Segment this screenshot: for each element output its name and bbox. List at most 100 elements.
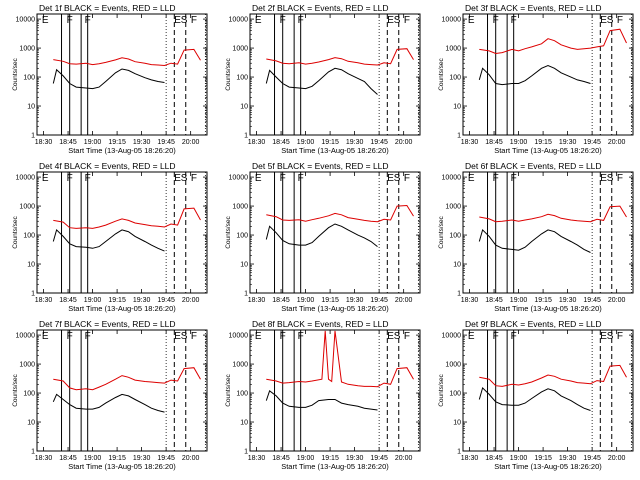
- x-tick-label: 18:45: [485, 297, 503, 304]
- flag-label: E: [174, 173, 181, 184]
- x-tick-label: 19:45: [583, 139, 601, 146]
- x-tick-label: 19:45: [370, 139, 388, 146]
- x-tick-label: 19:30: [559, 297, 577, 304]
- x-tick-label: 18:30: [35, 455, 53, 462]
- y-tick-label: 100: [449, 391, 461, 398]
- flag-label: F: [404, 173, 410, 184]
- y-tick-label: 100: [23, 233, 35, 240]
- x-tick-label: 19:00: [84, 455, 102, 462]
- flag-label: F: [493, 173, 499, 184]
- plot-frame: [249, 329, 421, 452]
- plot-frame: [36, 329, 208, 452]
- lld-series-line: [479, 364, 627, 387]
- flag-label: E: [468, 331, 475, 342]
- panel-9: Det 9f BLACK = Events, RED = LLD 1 10 100 10…: [438, 319, 634, 471]
- flag-label: E: [174, 15, 181, 26]
- x-tick-label: 19:15: [321, 455, 339, 462]
- x-axis-label: Start Time (13-Aug-05 18:26:20): [494, 146, 602, 155]
- flag-label: F: [404, 15, 410, 26]
- y-tick-label: 1000: [19, 362, 35, 369]
- y-tick-label: 10: [240, 420, 248, 427]
- flag-label: S: [181, 331, 188, 342]
- flag-label: F: [67, 331, 73, 342]
- panel-title: Det 2f BLACK = Events, RED = LLD: [252, 3, 389, 13]
- flag-label: F: [298, 331, 304, 342]
- plot-frame: [36, 171, 208, 294]
- flag-label: S: [607, 331, 614, 342]
- x-axis-label: Start Time (13-Aug-05 18:26:20): [281, 304, 389, 313]
- x-tick-label: 19:00: [297, 139, 315, 146]
- y-tick-label: 10: [453, 420, 461, 427]
- y-axis-label: Counts/sec: [12, 57, 19, 90]
- x-tick-label: 19:45: [370, 455, 388, 462]
- x-tick-label: 19:00: [297, 455, 315, 462]
- y-tick-label: 1: [457, 133, 461, 140]
- panel-title: Det 6f BLACK = Events, RED = LLD: [465, 161, 602, 171]
- x-tick-label: 18:45: [485, 139, 503, 146]
- x-tick-label: 18:30: [35, 297, 53, 304]
- lld-series-line: [53, 207, 201, 229]
- flag-label: F: [85, 331, 91, 342]
- flag-label: E: [387, 15, 394, 26]
- x-tick-label: 19:00: [510, 139, 528, 146]
- y-tick-label: 10000: [442, 175, 462, 182]
- y-tick-label: 1: [244, 291, 248, 298]
- flag-label: F: [280, 15, 286, 26]
- panel-2: Det 2f BLACK = Events, RED = LLD 1 10 100 10…: [225, 3, 421, 155]
- y-tick-label: 100: [449, 233, 461, 240]
- x-tick-label: 18:30: [248, 297, 266, 304]
- x-tick-label: 18:45: [59, 297, 77, 304]
- flag-label: E: [387, 331, 394, 342]
- lld-series-line: [53, 48, 201, 67]
- flag-label: E: [387, 173, 394, 184]
- x-tick-label: 20:00: [395, 139, 413, 146]
- flag-label: F: [511, 173, 517, 184]
- flag-label: E: [42, 173, 49, 184]
- flag-label: S: [394, 173, 401, 184]
- panel-title: Det 1f BLACK = Events, RED = LLD: [39, 3, 176, 13]
- y-tick-label: 1000: [19, 46, 35, 53]
- flag-label: E: [468, 15, 475, 26]
- x-tick-label: 19:00: [510, 297, 528, 304]
- x-tick-label: 20:00: [608, 297, 626, 304]
- x-tick-label: 20:00: [608, 139, 626, 146]
- x-tick-label: 19:30: [346, 455, 364, 462]
- x-tick-label: 19:45: [157, 455, 175, 462]
- x-tick-label: 19:45: [583, 455, 601, 462]
- lld-series-line: [479, 205, 627, 223]
- flag-label: E: [600, 173, 607, 184]
- x-axis-label: Start Time (13-Aug-05 18:26:20): [68, 146, 176, 155]
- flag-label: F: [617, 15, 623, 26]
- flag-label: F: [404, 331, 410, 342]
- plot-frame: [462, 171, 634, 294]
- x-tick-label: 18:45: [59, 139, 77, 146]
- events-series-line: [52, 228, 165, 252]
- flag-label: E: [600, 15, 607, 26]
- y-tick-label: 10000: [229, 17, 249, 24]
- flag-label: F: [617, 173, 623, 184]
- y-tick-label: 100: [23, 391, 35, 398]
- x-tick-label: 19:30: [133, 297, 151, 304]
- panel-title: Det 4f BLACK = Events, RED = LLD: [39, 161, 176, 171]
- y-tick-label: 1: [31, 449, 35, 456]
- plot-frame: [462, 329, 634, 452]
- y-tick-label: 1: [31, 291, 35, 298]
- y-tick-label: 1000: [232, 362, 248, 369]
- x-tick-label: 19:00: [297, 297, 315, 304]
- y-tick-label: 100: [449, 75, 461, 82]
- y-tick-label: 100: [236, 75, 248, 82]
- x-tick-label: 18:30: [248, 139, 266, 146]
- flag-label: S: [607, 173, 614, 184]
- y-axis-label: Counts/sec: [12, 215, 19, 248]
- x-tick-label: 19:15: [108, 297, 126, 304]
- x-tick-label: 19:30: [346, 139, 364, 146]
- y-axis-label: Counts/sec: [438, 373, 445, 406]
- y-tick-label: 10000: [442, 17, 462, 24]
- flag-label: E: [600, 331, 607, 342]
- x-axis-label: Start Time (13-Aug-05 18:26:20): [68, 462, 176, 471]
- lld-series-line: [266, 48, 414, 66]
- panel-title: Det 5f BLACK = Events, RED = LLD: [252, 161, 389, 171]
- x-tick-label: 19:15: [534, 139, 552, 146]
- x-tick-label: 18:45: [272, 139, 290, 146]
- flag-label: F: [298, 15, 304, 26]
